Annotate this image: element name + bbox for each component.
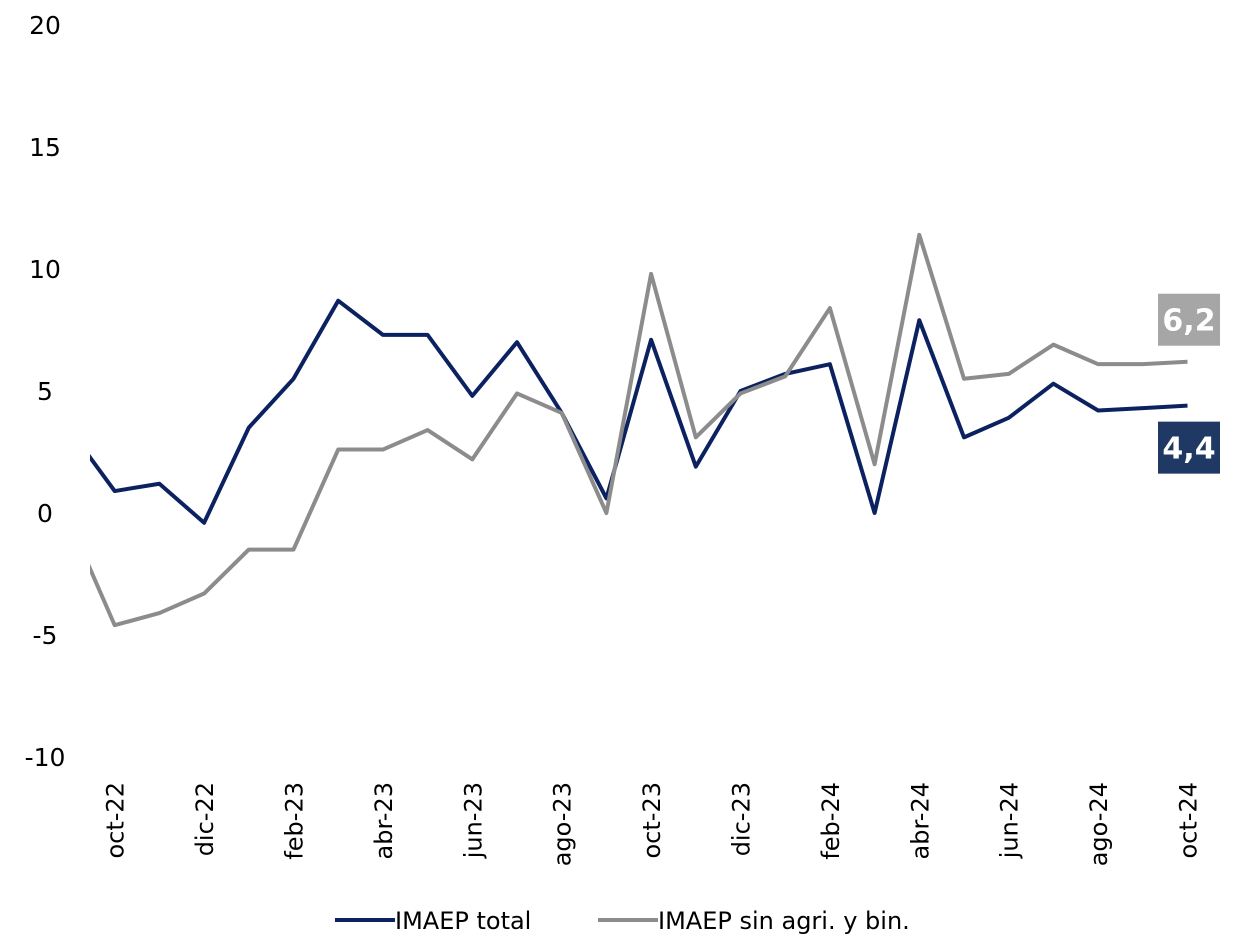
y-tick-label: -5	[33, 621, 58, 650]
y-tick-label: 5	[37, 377, 53, 406]
series-line	[90, 298, 1188, 525]
value-label: 4,4	[1162, 432, 1215, 467]
x-tick-label: dic-22	[191, 782, 219, 856]
y-tick-label: 10	[29, 255, 61, 284]
x-tick-label: ago-23	[549, 782, 577, 866]
y-tick-label: 20	[29, 11, 61, 40]
y-tick-label: 0	[37, 499, 53, 528]
y-tick-label: -10	[25, 743, 66, 772]
legend-label: IMAEP total	[395, 907, 531, 935]
x-tick-label: abr-23	[370, 782, 398, 859]
y-tick-label: 15	[29, 133, 61, 162]
x-tick-label: oct-22	[102, 782, 130, 859]
x-tick-label: dic-23	[728, 782, 756, 856]
value-label-box	[1158, 421, 1220, 474]
x-tick-label: oct-23	[638, 782, 666, 859]
plot-area	[90, 232, 1188, 628]
series-line	[90, 232, 1188, 628]
value-label: 6,2	[1162, 304, 1215, 339]
x-tick-label: abr-24	[906, 782, 934, 859]
x-tick-label: ago-24	[1085, 782, 1113, 866]
value-label-box	[1158, 293, 1220, 346]
x-tick-label: feb-24	[817, 782, 845, 860]
x-tick-label: oct-24	[1175, 782, 1203, 859]
x-tick-label: feb-23	[281, 782, 309, 860]
legend-label: IMAEP sin agri. y bin.	[658, 907, 910, 935]
x-tick-label: jun-24	[996, 782, 1024, 859]
x-tick-label: jun-23	[459, 782, 487, 859]
